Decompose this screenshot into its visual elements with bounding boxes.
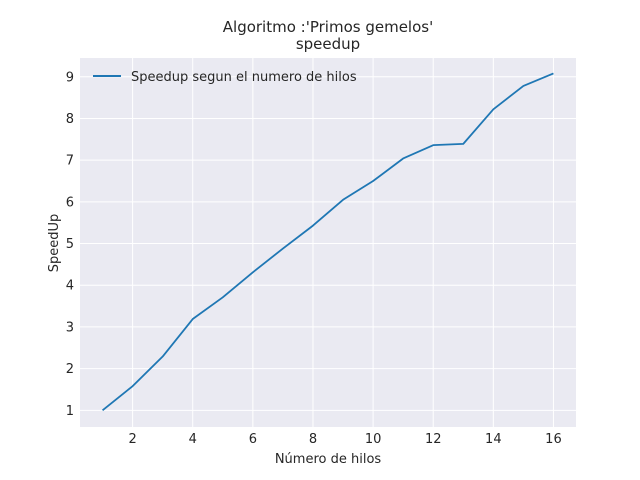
- series-line: [101, 72, 554, 412]
- y-tick-label: 8: [66, 112, 74, 127]
- y-tick-label: 3: [66, 320, 74, 335]
- series-layer: [101, 72, 554, 412]
- x-tick-label: 8: [309, 432, 317, 447]
- x-tick-label: 2: [128, 432, 136, 447]
- y-tick-label: 1: [66, 404, 74, 419]
- y-tick-label: 4: [66, 279, 74, 294]
- x-tick-label: 4: [189, 432, 197, 447]
- legend: Speedup segun el numero de hilos: [93, 70, 357, 85]
- legend-label: Speedup segun el numero de hilos: [131, 70, 357, 85]
- y-tick-label: 6: [66, 195, 74, 210]
- y-tick-label: 9: [66, 70, 74, 85]
- plot-area: [80, 58, 576, 427]
- x-tick-label: 10: [365, 432, 382, 447]
- y-tick-label: 7: [66, 154, 74, 169]
- x-tick-label: 16: [545, 432, 562, 447]
- chart-title-line2: speedup: [296, 35, 360, 53]
- chart-title-line1: Algoritmo :'Primos gemelos': [223, 18, 433, 36]
- x-axis-label: Número de hilos: [275, 452, 382, 467]
- x-tick-label: 12: [425, 432, 442, 447]
- grid: [80, 58, 576, 427]
- x-tick-label: 6: [249, 432, 257, 447]
- y-axis-label: SpeedUp: [47, 214, 62, 273]
- y-tick-label: 5: [66, 237, 74, 252]
- y-tick-label: 2: [66, 362, 74, 377]
- x-tick-label: 14: [485, 432, 502, 447]
